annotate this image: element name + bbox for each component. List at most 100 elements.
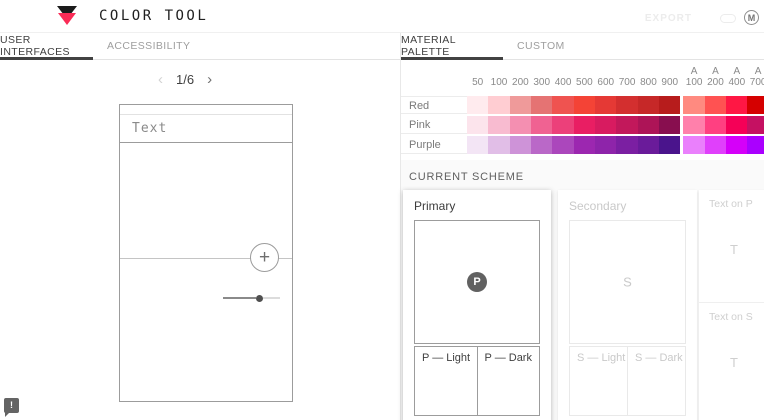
preview-panel: USER INTERFACES ACCESSIBILITY ‹ 1/6 › Te… <box>0 33 400 420</box>
primary-dark-cell[interactable]: P — Dark <box>476 346 540 416</box>
palette-column-label: A 700 <box>749 66 764 88</box>
palette-swatch[interactable] <box>467 116 489 134</box>
text-on-primary-title: Text on P <box>709 198 753 210</box>
palette-swatch[interactable] <box>595 96 617 114</box>
palette-swatch[interactable] <box>552 96 574 114</box>
palette-swatch[interactable] <box>683 96 705 114</box>
palette-swatch[interactable] <box>467 96 489 114</box>
slider-thumb[interactable] <box>256 294 263 302</box>
palette-swatch[interactable] <box>704 136 727 154</box>
palette-rows: Red Pink Purple <box>401 96 764 154</box>
palette-swatch[interactable] <box>659 116 681 134</box>
palette-swatch[interactable] <box>616 96 638 114</box>
tab-material-palette[interactable]: MATERIAL PALETTE <box>401 33 503 60</box>
page-prev-button[interactable]: ‹ <box>158 70 163 88</box>
share-link-icon[interactable] <box>720 14 736 23</box>
material-logo-icon[interactable]: M <box>744 10 759 25</box>
palette-swatch[interactable] <box>747 96 764 114</box>
palette-swatch[interactable] <box>659 136 681 154</box>
palette-swatch[interactable] <box>573 116 596 134</box>
palette-swatch[interactable] <box>488 96 510 114</box>
palette-swatch[interactable] <box>704 116 727 134</box>
export-button[interactable]: EXPORT <box>644 13 692 24</box>
phone-app-bar[interactable]: Text <box>120 115 292 143</box>
palette-swatch[interactable] <box>552 116 574 134</box>
palette-swatch[interactable] <box>637 136 660 154</box>
palette-column-label: A 100 <box>685 66 703 88</box>
phone-content-divider <box>120 258 292 259</box>
phone-mockup: Text + <box>119 104 293 402</box>
palette-header-row: 50 100 200 300 400 500 600 700 800 900 A 100 A 200 A… <box>401 60 764 92</box>
palette-swatch[interactable] <box>531 136 553 154</box>
feedback-button[interactable]: ! <box>4 398 19 417</box>
palette-swatch[interactable] <box>531 96 553 114</box>
plus-icon: + <box>258 247 271 268</box>
palette-column-label: 600 <box>597 77 615 88</box>
secondary-card[interactable]: Secondary S S — Light S — Dark <box>558 190 697 420</box>
palette-swatch[interactable] <box>726 116 748 134</box>
primary-card-title: Primary <box>414 199 456 213</box>
logo-pink-triangle <box>58 13 76 25</box>
palette-swatch[interactable] <box>637 116 660 134</box>
app-title: COLOR TOOL <box>99 8 209 24</box>
palette-swatch[interactable] <box>531 116 553 134</box>
palette-swatch[interactable] <box>683 116 705 134</box>
tab-custom[interactable]: CUSTOM <box>517 40 565 52</box>
primary-light-cell[interactable]: P — Light <box>414 346 478 416</box>
secondary-color-area[interactable]: S <box>569 220 686 344</box>
palette-column-label: A 200 <box>707 66 724 88</box>
secondary-light-cell[interactable]: S — Light <box>569 346 628 416</box>
palette-row: Pink <box>401 116 764 134</box>
palette-swatch[interactable] <box>488 136 510 154</box>
text-on-primary-panel[interactable]: Text on P T <box>699 190 764 302</box>
palette-row: Purple <box>401 136 764 154</box>
palette-column-label: 50 <box>472 77 484 88</box>
palette-row-label: Purple <box>401 136 467 154</box>
palette-swatch[interactable] <box>488 116 510 134</box>
current-scheme-section: CURRENT SCHEME Primary P P — Light P — D… <box>401 160 764 420</box>
palette-swatch[interactable] <box>726 136 748 154</box>
palette-swatch[interactable] <box>747 136 764 154</box>
palette-swatch[interactable] <box>659 96 681 114</box>
palette-swatch[interactable] <box>595 136 617 154</box>
palette-swatch[interactable] <box>616 136 638 154</box>
tab-accessibility[interactable]: ACCESSIBILITY <box>107 40 191 52</box>
palette-swatch[interactable] <box>573 136 596 154</box>
phone-content: + <box>120 143 292 401</box>
secondary-badge: S <box>623 274 632 290</box>
palette-swatch[interactable] <box>509 136 532 154</box>
preview-tabs: USER INTERFACES ACCESSIBILITY <box>0 33 400 60</box>
primary-card[interactable]: Primary P P — Light P — Dark <box>403 190 551 420</box>
text-on-secondary-title: Text on S <box>709 311 753 323</box>
palette-column-label: A 400 <box>728 66 746 88</box>
palette-swatch[interactable] <box>637 96 660 114</box>
primary-color-area[interactable]: P <box>414 220 540 344</box>
palette-swatch[interactable] <box>509 96 532 114</box>
tab-user-interfaces[interactable]: USER INTERFACES <box>0 33 93 60</box>
palette-row-label: Pink <box>401 116 467 134</box>
palette-swatch[interactable] <box>683 136 705 154</box>
palette-swatch[interactable] <box>467 136 489 154</box>
secondary-variants-row: S — Light S — Dark <box>569 346 686 416</box>
palette-swatch[interactable] <box>595 116 617 134</box>
palette-column-label: 200 <box>512 77 529 88</box>
palette-panel: MATERIAL PALETTE CUSTOM 50 100 200 300 400 50… <box>400 33 764 420</box>
text-on-secondary-panel[interactable]: Text on S T <box>699 302 764 414</box>
scheme-cards: Primary P P — Light P — Dark Secondary S <box>401 190 764 420</box>
palette-swatch[interactable] <box>616 116 638 134</box>
palette-swatch[interactable] <box>726 96 748 114</box>
palette-swatch[interactable] <box>573 96 596 114</box>
palette-swatch[interactable] <box>552 136 574 154</box>
fab-button[interactable]: + <box>250 243 279 272</box>
palette-swatch[interactable] <box>509 116 532 134</box>
secondary-dark-cell[interactable]: S — Dark <box>627 346 686 416</box>
material-palette-grid: 50 100 200 300 400 500 600 700 800 900 A 100 A 200 A… <box>401 60 764 156</box>
page-next-button[interactable]: › <box>207 70 213 88</box>
palette-swatch[interactable] <box>704 96 727 114</box>
app-logo-icon[interactable] <box>57 6 77 26</box>
slider[interactable] <box>223 294 280 302</box>
page-indicator: 1/6 <box>176 72 195 87</box>
palette-swatch[interactable] <box>747 116 764 134</box>
phone-status-bar[interactable] <box>120 105 292 115</box>
